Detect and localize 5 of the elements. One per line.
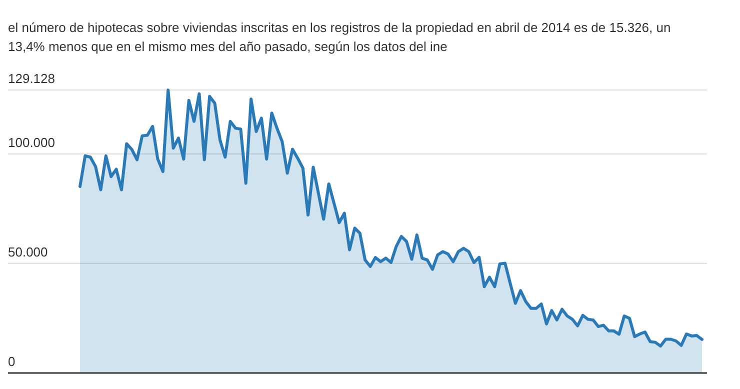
y-tick-label: 129.128 bbox=[8, 71, 55, 86]
chart-subtitle: el número de hipotecas sobre viviendas inscritas en los registros de la propiedad en abril de 2014 es de 15.326, un 13,4% menos que en el mismo mes del año pasado, según los datos del ine bbox=[8, 20, 671, 54]
y-tick-label: 0 bbox=[8, 354, 16, 369]
y-tick-label: 100.000 bbox=[8, 134, 55, 150]
y-tick-label: 50.000 bbox=[8, 244, 48, 260]
